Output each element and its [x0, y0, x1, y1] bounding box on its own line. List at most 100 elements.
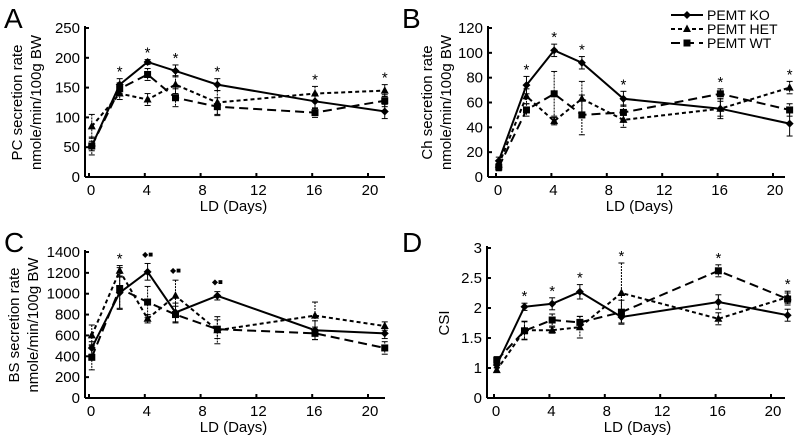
series-line [90, 73, 385, 147]
data-point [714, 298, 723, 306]
data-point [520, 327, 528, 335]
series-pemt-het [87, 265, 389, 347]
data-point [143, 267, 152, 276]
significance-star: * [579, 42, 585, 59]
legend-marker [683, 24, 691, 32]
data-point [716, 104, 725, 112]
x-tick-label: 12 [654, 403, 671, 420]
series-pemt-het [494, 80, 794, 169]
data-point [617, 288, 626, 296]
y-tick-label: 0 [72, 390, 80, 407]
data-point [548, 316, 556, 324]
y-tick-label: 600 [55, 327, 80, 344]
significance-star: * [214, 64, 220, 81]
data-point [550, 46, 559, 55]
series-line [495, 290, 788, 366]
y-axis-label: nmole/min/100g BW [28, 34, 45, 170]
x-tick-label: 12 [250, 403, 267, 420]
data-point [714, 314, 723, 322]
y-tick-label: 3 [474, 240, 482, 257]
data-point [310, 97, 319, 106]
data-point [143, 57, 152, 66]
data-point [716, 90, 724, 98]
significance-star: * [620, 76, 626, 93]
significance-star: * [312, 71, 318, 88]
y-tick-label: 0 [72, 169, 80, 186]
panel-label: D [402, 227, 422, 258]
series-pemt-wt [495, 70, 794, 172]
significance-marker: ◆■ [212, 278, 223, 287]
legend-entry: PEMT WT [671, 35, 772, 51]
x-axis-label: LD (Days) [200, 198, 268, 215]
data-point [783, 311, 792, 320]
y-tick-label: 1.5 [461, 330, 482, 347]
significance-star: * [549, 283, 555, 300]
data-point [578, 111, 586, 119]
x-tick-label: 0 [87, 182, 95, 199]
data-point [171, 66, 180, 75]
x-tick-label: 16 [711, 182, 728, 199]
panel-b: B 0 20 40 60 80 100 120 0 4 8 12 16 20 LD (Days) Ch sec… [402, 3, 794, 215]
y-tick-label: 0 [474, 390, 482, 407]
data-point [213, 291, 222, 300]
x-axis-label: LD (Days) [200, 419, 268, 436]
data-point [495, 163, 503, 171]
series-line [90, 270, 385, 349]
legend-entry: PEMT KO [671, 7, 770, 23]
data-point [88, 353, 96, 361]
data-point [171, 94, 179, 102]
y-tick-label: 200 [55, 50, 80, 67]
x-tick-label: 0 [492, 403, 500, 420]
data-point [380, 329, 389, 338]
series-pemt-wt [493, 264, 792, 365]
significance-star: * [785, 276, 791, 293]
series-line [496, 269, 788, 361]
y-tick-label: 120 [458, 20, 483, 37]
significance-marker: ◆■ [142, 250, 153, 259]
x-tick-label: 20 [362, 403, 379, 420]
x-tick-label: 4 [143, 182, 151, 199]
legend-marker [683, 11, 691, 19]
legend-label: PEMT KO [707, 7, 770, 23]
data-point [577, 58, 586, 67]
data-point [493, 356, 501, 364]
x-tick-label: 16 [709, 403, 726, 420]
x-tick-label: 12 [656, 182, 673, 199]
x-tick-label: 0 [494, 182, 502, 199]
x-tick-label: 8 [605, 182, 613, 199]
data-point [522, 106, 530, 114]
data-point [520, 302, 529, 311]
panel-label: B [402, 3, 421, 34]
y-tick-label: 2.5 [461, 270, 482, 287]
series-pemt-ko [87, 262, 389, 355]
data-point [88, 142, 96, 150]
y-tick-label: 400 [55, 348, 80, 365]
data-point [381, 97, 389, 105]
x-tick-label: 20 [765, 403, 782, 420]
y-tick-label: 200 [55, 369, 80, 386]
data-point [619, 94, 628, 103]
data-point [144, 70, 152, 78]
x-tick-label: 16 [306, 182, 323, 199]
data-point [577, 94, 586, 102]
panel-a: A 0 50 100 150 200 250 0 4 8 12 16 20 LD (Days) PC sec… [4, 3, 389, 215]
data-point [380, 107, 389, 116]
y-tick-label: 60 [466, 95, 483, 112]
x-tick-label: 4 [547, 403, 555, 420]
y-tick-label: 20 [466, 144, 483, 161]
data-point [213, 80, 222, 89]
x-tick-label: 16 [306, 403, 323, 420]
series-line [90, 287, 385, 358]
data-point [619, 115, 628, 123]
x-tick-label: 8 [198, 182, 206, 199]
data-point [785, 83, 794, 91]
panel-c: C 0 200 400 600 800 1000 1200 1400 0 4 8 12 16 20 LD (D… [4, 227, 389, 436]
data-point [381, 344, 389, 352]
panel-label: A [4, 3, 23, 34]
data-point [116, 85, 124, 93]
data-point [380, 86, 389, 94]
series-line [90, 60, 385, 147]
data-point [492, 365, 501, 374]
